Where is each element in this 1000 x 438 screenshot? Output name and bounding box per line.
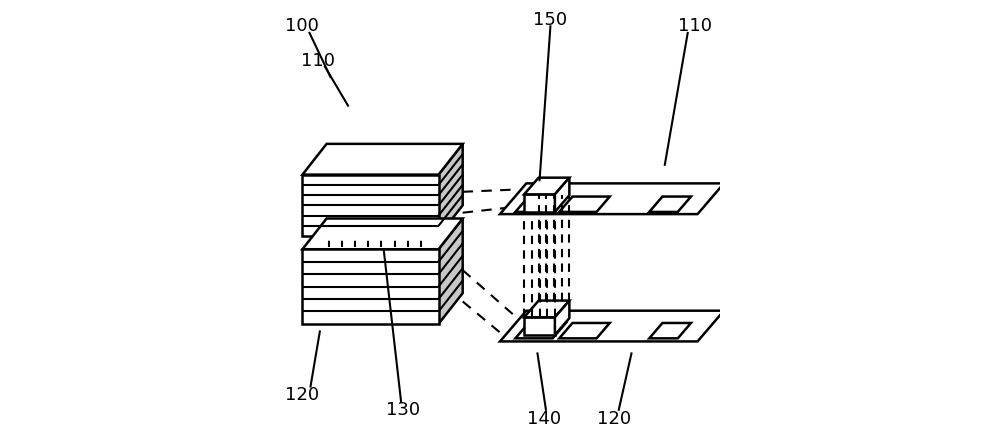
Text: 100: 100 [285,17,319,35]
Polygon shape [302,250,439,324]
Polygon shape [555,178,569,212]
Polygon shape [302,175,439,237]
Polygon shape [500,311,724,342]
Text: 120: 120 [597,409,631,427]
Polygon shape [515,323,566,339]
Polygon shape [302,145,463,175]
Polygon shape [649,323,691,339]
Polygon shape [500,184,724,215]
Polygon shape [515,197,566,212]
Text: 150: 150 [533,11,568,29]
Text: 140: 140 [527,409,561,427]
Polygon shape [524,195,555,212]
Text: 120: 120 [285,385,319,403]
Polygon shape [524,301,569,318]
Text: 130: 130 [386,400,420,419]
Polygon shape [439,219,463,324]
Polygon shape [559,323,610,339]
Polygon shape [524,178,569,195]
Polygon shape [559,197,610,212]
Polygon shape [302,219,463,250]
Text: 110: 110 [678,17,712,35]
Polygon shape [649,197,691,212]
Polygon shape [524,318,555,335]
Polygon shape [555,301,569,335]
Text: 110: 110 [301,52,335,71]
Polygon shape [439,145,463,237]
